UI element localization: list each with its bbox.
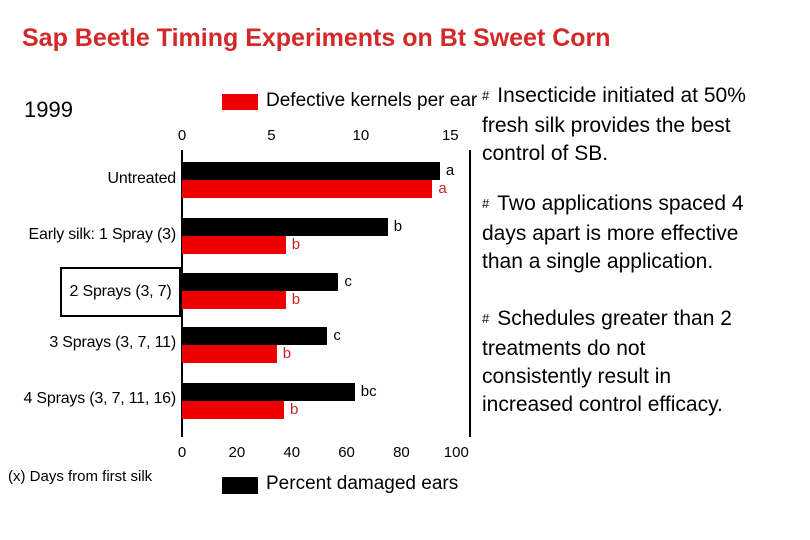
bullet-paragraph-1: # Insecticide initiated at 50% fresh silk…: [482, 82, 804, 168]
bullet-text: Schedules greater than 2: [497, 307, 732, 330]
bar-row: c: [182, 327, 341, 345]
bottom-axis-tick-label: 20: [228, 444, 246, 461]
significance-letter: c: [333, 327, 341, 344]
defective-kernels-bar: [182, 401, 284, 419]
bullet-line: control of SB.: [482, 142, 609, 165]
significance-letter: a: [445, 162, 455, 179]
significance-letter: b: [291, 236, 301, 253]
bullet-text: Insecticide initiated at 50%: [497, 84, 746, 107]
bar-row: a: [182, 162, 454, 180]
bullet-line: # Schedules greater than 2: [482, 305, 804, 335]
bottom-axis-tick-label: 40: [283, 444, 301, 461]
significance-letter: b: [282, 345, 292, 362]
bullet-line: treatments do not: [482, 337, 646, 360]
defective-kernels-bar: [182, 291, 286, 309]
bullet-marker: #: [482, 88, 490, 103]
top-axis-tick-label: 10: [352, 127, 370, 144]
bottom-axis-tick-label: 100: [443, 444, 469, 461]
bar-row: b: [182, 236, 300, 254]
percent-damaged-bar: [182, 383, 355, 401]
plot-right-axis-line: [469, 150, 471, 437]
defective-kernels-bar: [182, 236, 286, 254]
bullet-line: fresh silk provides the best: [482, 114, 731, 137]
significance-letter: c: [344, 273, 352, 290]
bullet-line: days apart is more effective: [482, 222, 739, 245]
bullet-marker: #: [482, 196, 490, 211]
bar-row: b: [182, 345, 291, 363]
category-label-2-sprays: 2 Sprays (3, 7): [69, 283, 172, 300]
bar-row: c: [182, 273, 352, 291]
chart-year-label: 1999: [24, 97, 73, 122]
bar-row: b: [182, 291, 300, 309]
top-axis: 0 5 10 15: [0, 127, 810, 145]
bullet-line: # Two applications spaced 4: [482, 190, 804, 220]
defective-kernels-legend-label: Defective kernels per ear: [266, 90, 478, 111]
percent-damaged-legend-label: Percent damaged ears: [266, 473, 459, 494]
bullet-line: consistently result in: [482, 365, 672, 388]
category-label-untreated: Untreated: [107, 170, 177, 187]
category-label-4-sprays: 4 Sprays (3, 7, 11, 16): [23, 390, 176, 407]
top-axis-tick-label: 15: [441, 127, 459, 144]
percent-damaged-bar: [182, 218, 388, 236]
defective-kernels-bar: [182, 345, 277, 363]
top-axis-tick-label: 5: [267, 127, 276, 144]
significance-letter: b: [393, 218, 403, 235]
bullet-paragraph-2: # Two applications spaced 4 days apart is…: [482, 190, 804, 276]
category-label-early-silk: Early silk: 1 Spray (3): [28, 226, 177, 243]
bullet-paragraph-3: # Schedules greater than 2 treatments do …: [482, 305, 804, 419]
bottom-axis-tick-label: 0: [177, 444, 187, 461]
significance-letter: b: [291, 291, 301, 308]
category-label-box-2-sprays: 2 Sprays (3, 7): [60, 267, 181, 317]
percent-damaged-bar: [182, 162, 440, 180]
significance-letter: bc: [360, 383, 377, 400]
bar-row: b: [182, 401, 298, 419]
chart-footnote: (x) Days from first silk: [8, 468, 153, 485]
bar-row: b: [182, 218, 402, 236]
percent-damaged-bar: [182, 273, 339, 291]
category-label-3-sprays: 3 Sprays (3, 7, 11): [49, 334, 176, 351]
top-axis-tick-label: 0: [177, 127, 187, 144]
bottom-axis-tick-label: 80: [393, 444, 410, 461]
defective-kernels-bar: [182, 180, 433, 198]
bar-row: a: [182, 180, 447, 198]
significance-letter: b: [289, 401, 299, 418]
page-title: Sap Beetle Timing Experiments on Bt Swee…: [22, 24, 611, 52]
bullet-line: than a single application.: [482, 250, 714, 273]
bullet-line: # Insecticide initiated at 50%: [482, 82, 804, 112]
percent-damaged-bar: [182, 327, 328, 345]
bullet-line: increased control efficacy.: [482, 393, 723, 416]
defective-kernels-legend-swatch: [222, 94, 258, 110]
significance-letter: a: [438, 180, 447, 197]
bottom-axis: 0 20 40 60 80 100: [0, 444, 810, 462]
bar-row: bc: [182, 383, 377, 401]
percent-damaged-legend-swatch: [222, 477, 258, 494]
bullet-text: Two applications spaced 4: [497, 192, 744, 215]
bottom-axis-tick-label: 60: [338, 444, 355, 461]
bullet-marker: #: [482, 311, 490, 326]
